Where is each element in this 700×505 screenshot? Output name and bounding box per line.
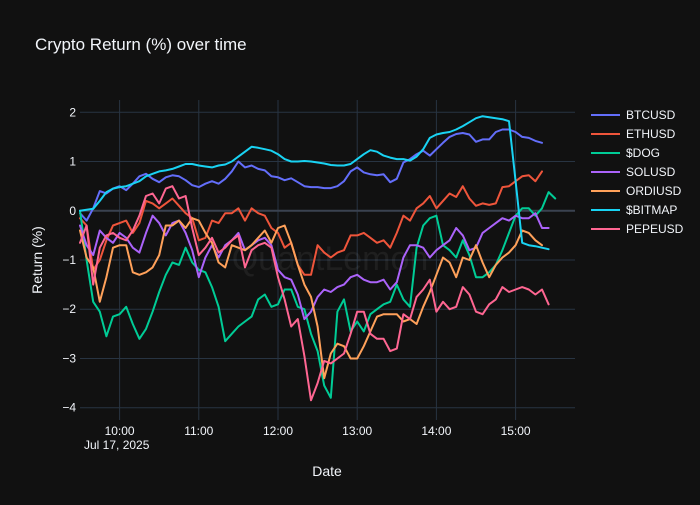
legend-item-bitmap[interactable]: $BITMAP: [591, 203, 677, 217]
y-tick-label: 1: [69, 155, 76, 169]
legend-label: SOLUSD: [626, 165, 676, 179]
x-axis-title: Date: [312, 463, 342, 479]
series-line-bitmap: [79, 115, 550, 251]
x-tick-label: 12:00: [263, 424, 293, 438]
series-line-solusd: [79, 212, 550, 321]
y-tick-label: −4: [62, 401, 76, 415]
x-tick-label: 11:00: [184, 424, 213, 438]
series-line-ethusd: [79, 170, 543, 276]
y-tick-label: 0: [69, 204, 76, 218]
legend[interactable]: BTCUSD ETHUSD $DOG SOLUSD ORDIUSD $BITMAP PEPE…: [591, 108, 684, 236]
series-line-dog: [79, 191, 557, 399]
series-line-pepeusd: [79, 185, 550, 402]
legend-label: $BITMAP: [626, 203, 677, 217]
legend-item-pepeusd[interactable]: PEPEUSD: [591, 222, 684, 236]
legend-label: PEPEUSD: [626, 222, 684, 236]
x-tick-label: 14:00: [421, 424, 451, 438]
x-tick-label: 13:00: [342, 424, 372, 438]
y-gridlines: [80, 111, 575, 409]
legend-label: ORDIUSD: [626, 184, 682, 198]
y-axis-title: Return (%): [29, 226, 45, 294]
legend-item-ethusd[interactable]: ETHUSD: [591, 127, 676, 141]
x-date-label: Jul 17, 2025: [84, 438, 150, 452]
y-tick-label: −2: [62, 302, 76, 316]
x-tick-labels: 10:00 11:00 12:00 13:00 14:00 15:00: [105, 424, 531, 438]
chart-title: Crypto Return (%) over time: [35, 35, 247, 54]
x-tick-label: 15:00: [501, 424, 531, 438]
legend-item-btcusd[interactable]: BTCUSD: [591, 108, 676, 122]
watermark-text: QuantLemon: [232, 240, 429, 278]
legend-label: ETHUSD: [626, 127, 676, 141]
series-lines: [79, 115, 557, 402]
legend-label: BTCUSD: [626, 108, 676, 122]
x-tick-label: 10:00: [105, 424, 135, 438]
legend-item-ordiusd[interactable]: ORDIUSD: [591, 184, 682, 198]
series-line-ordiusd: [79, 217, 543, 380]
y-tick-label: −1: [62, 253, 76, 267]
y-tick-label: 2: [69, 105, 76, 119]
legend-item-solusd[interactable]: SOLUSD: [591, 165, 676, 179]
legend-label: $DOG: [626, 146, 660, 160]
y-tick-labels: 2 1 0 −1 −2 −3 −4: [62, 105, 76, 414]
legend-item-dog[interactable]: $DOG: [591, 146, 660, 160]
series-line-btcusd: [79, 128, 543, 222]
y-tick-label: −3: [62, 351, 76, 365]
